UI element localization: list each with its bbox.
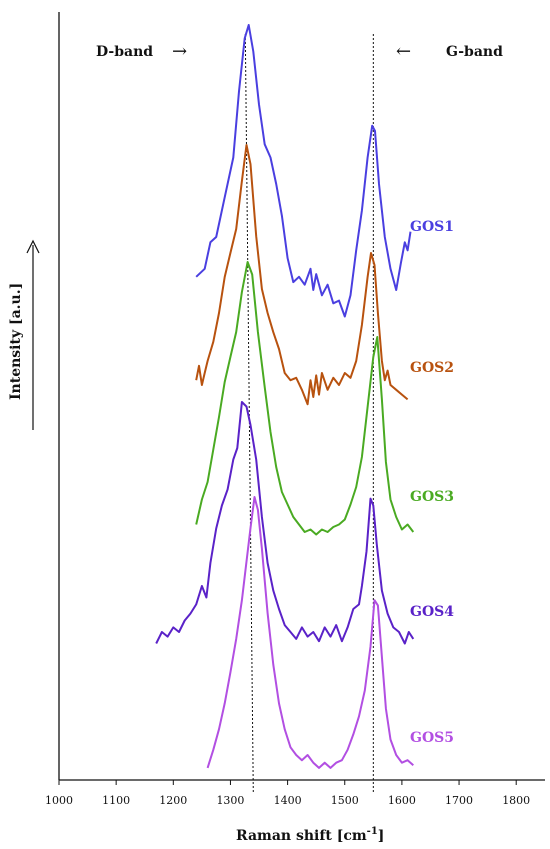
x-tick-label: 1100 bbox=[102, 794, 130, 807]
y-axis-arrow-head bbox=[26, 239, 40, 254]
series-label-gos1: GOS1 bbox=[410, 219, 454, 235]
x-axis-title-superscript: -1 bbox=[367, 826, 378, 837]
series-line-gos4 bbox=[155, 401, 415, 645]
series-label-gos3: GOS3 bbox=[410, 489, 454, 505]
series-labels: GOS1 GOS2 GOS3 GOS4 GOS5 bbox=[410, 219, 454, 746]
g-band-arrow: ← bbox=[396, 41, 411, 62]
series-line-gos2 bbox=[195, 144, 409, 406]
x-tick-label: 1800 bbox=[502, 794, 530, 807]
g-band-label: G-band bbox=[446, 44, 503, 60]
series-label-gos5: GOS5 bbox=[410, 730, 454, 746]
x-axis-title-main: Raman shift [cm bbox=[236, 828, 367, 844]
x-axis-title-close: ] bbox=[378, 828, 385, 844]
x-tick-label: 1500 bbox=[331, 794, 359, 807]
x-tick-label: 1000 bbox=[45, 794, 73, 807]
series-line-gos3 bbox=[195, 261, 415, 536]
y-axis-title: Intensity [a.u.] bbox=[8, 283, 24, 400]
reference-lines bbox=[244, 33, 374, 795]
series-lines bbox=[155, 24, 415, 769]
reference-line bbox=[244, 33, 254, 795]
series-label-gos2: GOS2 bbox=[410, 360, 454, 376]
series-label-gos4: GOS4 bbox=[410, 604, 454, 620]
x-tick-label: 1700 bbox=[445, 794, 473, 807]
x-tick-label: 1200 bbox=[159, 794, 187, 807]
x-tick-label: 1600 bbox=[388, 794, 416, 807]
x-tick-label: 1300 bbox=[216, 794, 244, 807]
d-band-label: D-band bbox=[96, 44, 153, 60]
series-line-gos5 bbox=[206, 496, 414, 769]
x-axis-ticks: 1000 1100 1200 1300 1400 1500 1600 1700 1800 bbox=[45, 780, 530, 807]
d-band-arrow: → bbox=[172, 41, 187, 62]
series-line-gos1 bbox=[195, 24, 412, 318]
x-axis-title: Raman shift [cm-1] bbox=[236, 826, 384, 844]
x-tick-label: 1400 bbox=[274, 794, 302, 807]
